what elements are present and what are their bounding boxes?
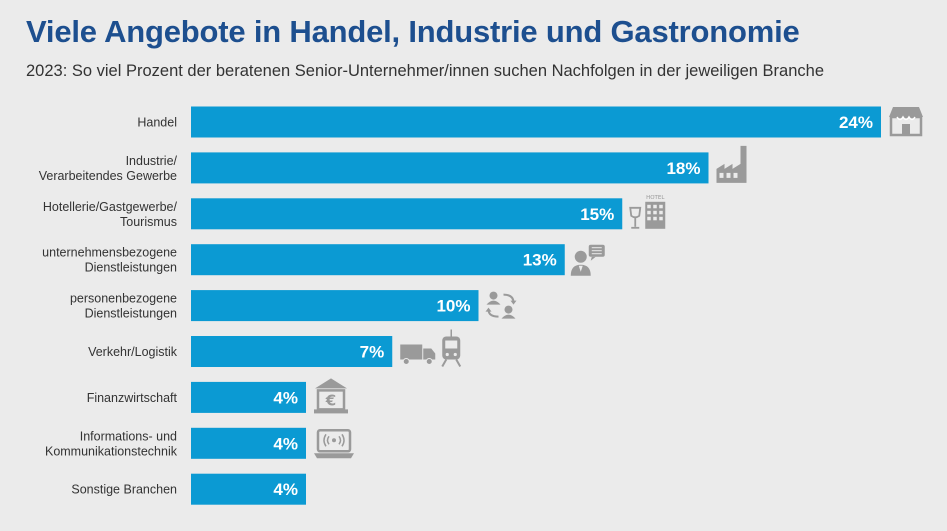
bank-icon-label: € [325,391,336,409]
category-label: Finanzwirtschaft [87,391,178,405]
bar [191,152,709,184]
category-label: personenbezogene Dienstleistungen [70,292,177,321]
hotel-icon-label: HOTEL [646,195,665,201]
hotel-icon: HOTEL [629,195,665,229]
bar-value-label: 15% [580,205,614,224]
bar [191,336,393,367]
category-label: Industrie/Verarbeitendes Gewerbe [39,154,178,183]
category-label: Hotellerie/Gastgewerbe/Tourismus [43,200,178,229]
bar-value-label: 4% [273,434,298,453]
bar [191,427,306,459]
bar [191,381,306,413]
bar-value-label: 13% [523,251,557,270]
people-exchange-icon [485,291,517,319]
consultant-icon [570,244,605,276]
bar-value-label: 24% [839,113,873,132]
chart-title: Viele Angebote in Handel, Industrie und … [26,14,800,49]
category-label: unternehmensbezogene Dienstleistungen [42,246,177,275]
bar-value-label: 10% [436,297,470,316]
bar-value-label: 7% [360,343,385,362]
bar-value-label: 4% [273,480,298,499]
laptop-wifi-icon [314,429,354,459]
shop-icon [889,107,923,137]
bar [191,290,479,322]
bar [191,106,881,138]
bank-icon: € [314,378,348,414]
category-label: Sonstige Branchen [71,483,177,497]
bar [191,244,565,276]
chart-subtitle: 2023: So viel Prozent der beratenen Seni… [26,62,824,80]
category-label: Verkehr/Logistik [88,345,178,359]
bar-value-label: 18% [666,159,700,178]
bar [191,473,306,505]
bar-value-label: 4% [273,388,298,407]
category-label: Handel [137,116,177,130]
truck-train-icon [400,329,462,367]
bar [191,198,623,230]
category-label: Informations- und Kommunikationstechnik [45,429,178,458]
factory-icon [716,145,747,183]
